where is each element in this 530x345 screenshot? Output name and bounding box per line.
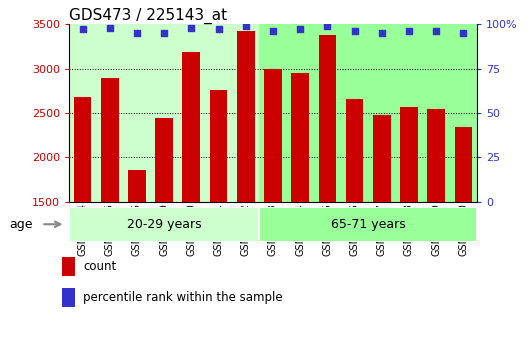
Point [132, 30, 141, 36]
Bar [400, 107, 418, 202]
Point [105, 25, 114, 30]
Bar [259, 24, 477, 202]
Bar [319, 35, 336, 202]
Bar [155, 118, 173, 202]
Bar [427, 109, 445, 202]
Text: percentile rank within the sample: percentile rank within the sample [83, 291, 283, 304]
Bar [373, 115, 391, 202]
Bar [74, 97, 91, 202]
Point [432, 29, 440, 34]
Point [269, 29, 277, 34]
Text: count: count [83, 260, 117, 273]
Bar [69, 207, 259, 242]
Point [405, 29, 413, 34]
Point [242, 23, 250, 29]
Bar [210, 90, 227, 202]
Bar [101, 78, 119, 202]
Point [160, 30, 169, 36]
Point [459, 30, 467, 36]
Text: 20-29 years: 20-29 years [127, 218, 201, 231]
Bar [292, 73, 309, 202]
Bar [63, 288, 75, 307]
Bar [455, 127, 472, 202]
Bar [264, 69, 282, 202]
Text: 65-71 years: 65-71 years [331, 218, 405, 231]
Point [187, 25, 196, 30]
Text: GDS473 / 225143_at: GDS473 / 225143_at [69, 8, 227, 24]
Bar [63, 257, 75, 276]
Point [296, 27, 304, 32]
Point [350, 29, 359, 34]
Bar [259, 207, 477, 242]
Bar [346, 99, 364, 202]
Bar [128, 170, 146, 202]
Point [377, 30, 386, 36]
Bar [182, 52, 200, 202]
Bar [237, 31, 254, 202]
Point [214, 27, 223, 32]
Point [78, 27, 87, 32]
Text: age: age [9, 218, 32, 231]
Bar [69, 24, 259, 202]
Point [323, 23, 332, 29]
